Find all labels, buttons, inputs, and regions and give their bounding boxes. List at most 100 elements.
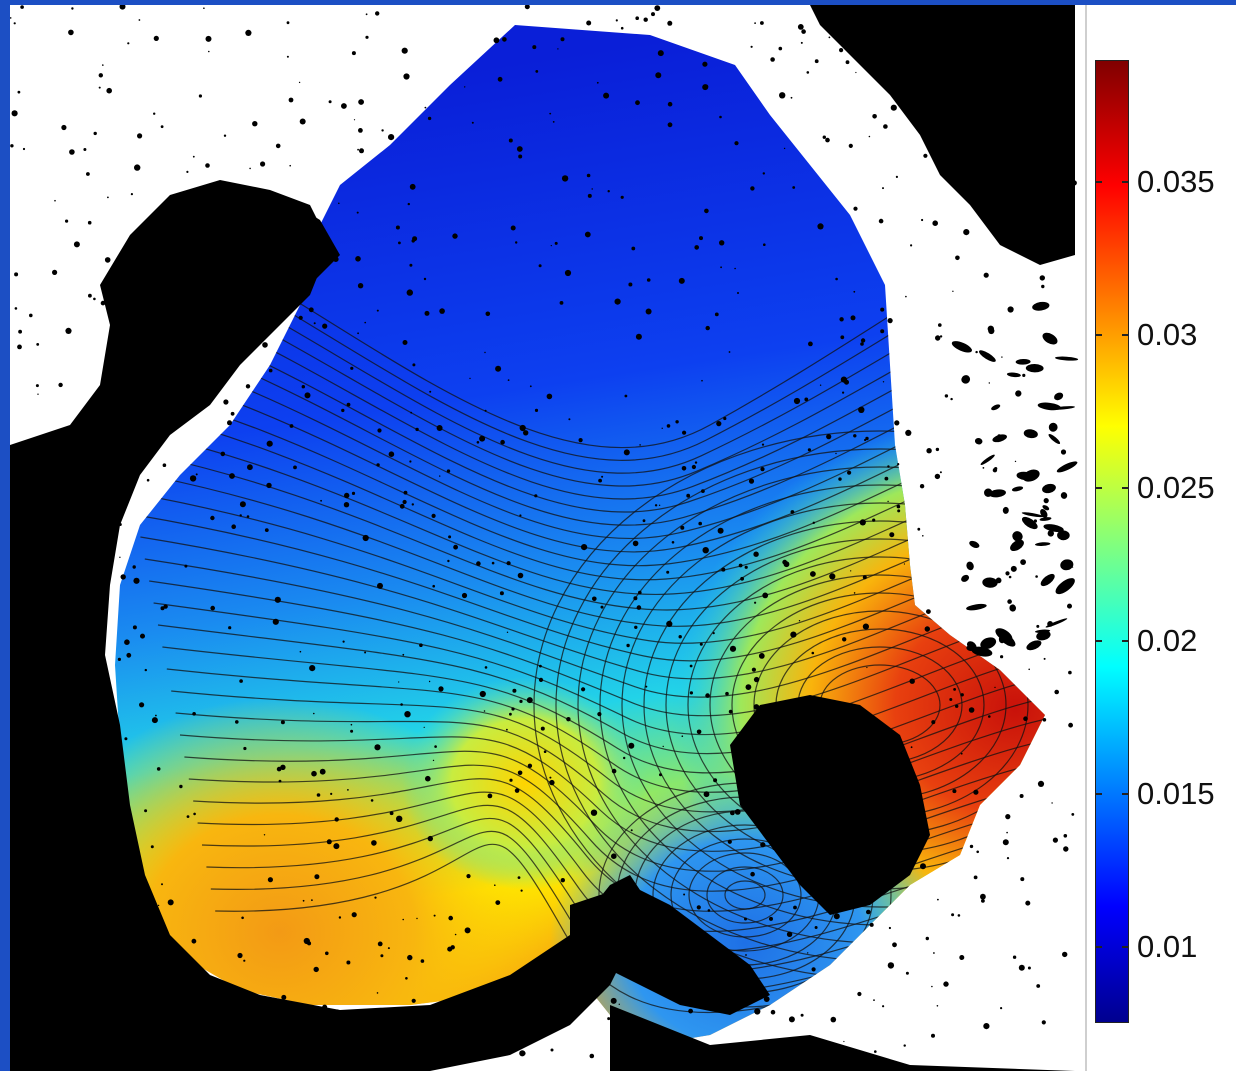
speckle <box>342 1020 344 1023</box>
speckle <box>702 61 708 67</box>
speckle <box>681 735 684 737</box>
speckle <box>635 333 642 340</box>
speckle <box>705 325 710 331</box>
speckle <box>1067 603 1072 609</box>
speckle <box>591 188 593 190</box>
speckle <box>82 420 87 425</box>
speckle <box>484 666 488 669</box>
speckle <box>65 327 72 334</box>
speckle <box>245 384 251 389</box>
speckle <box>814 59 819 64</box>
speckle <box>760 467 765 472</box>
speckle <box>132 565 136 569</box>
speckle <box>137 889 139 891</box>
speckle <box>751 749 754 752</box>
speckle <box>36 343 40 346</box>
speckle <box>624 394 628 398</box>
speckle <box>610 997 617 1004</box>
speckle <box>303 1026 306 1029</box>
speckle <box>1043 524 1064 533</box>
speckle <box>502 37 507 42</box>
speckle <box>307 280 310 283</box>
speckle <box>825 137 830 143</box>
speckle <box>409 183 416 190</box>
speckle <box>69 149 75 155</box>
speckle <box>583 907 588 912</box>
speckle <box>976 850 979 854</box>
speckle <box>484 409 487 412</box>
speckle <box>128 270 134 275</box>
speckle <box>848 143 853 148</box>
speckle <box>54 489 57 492</box>
speckle <box>720 266 722 269</box>
speckle <box>492 1038 499 1045</box>
speckle <box>782 1047 785 1049</box>
speckle <box>984 98 988 103</box>
speckle <box>866 666 868 669</box>
speckle <box>721 952 725 956</box>
speckle <box>163 604 168 609</box>
speckle <box>1011 171 1013 173</box>
speckle <box>402 340 408 345</box>
contour-line <box>184 750 1045 872</box>
speckle <box>511 707 515 711</box>
speckle <box>971 646 993 657</box>
speckle <box>848 880 855 887</box>
speckle <box>447 559 450 563</box>
speckle <box>1043 657 1046 660</box>
colorbar-tick-label: 0.025 <box>1137 470 1215 505</box>
speckle <box>227 1022 229 1025</box>
speckle <box>41 1020 46 1024</box>
speckle <box>104 257 111 263</box>
speckle <box>982 467 985 469</box>
speckle <box>889 532 895 538</box>
speckle <box>1006 372 1021 378</box>
speckle <box>415 427 419 432</box>
speckle <box>600 605 604 609</box>
speckle <box>1014 40 1019 45</box>
speckle <box>347 789 349 791</box>
speckle <box>745 954 747 956</box>
speckle <box>1057 530 1070 541</box>
speckle <box>1043 498 1049 504</box>
speckle <box>1068 722 1073 728</box>
speckle <box>643 17 648 22</box>
speckle <box>195 473 198 476</box>
speckle <box>609 940 615 946</box>
speckle <box>439 308 445 314</box>
speckle <box>988 715 991 718</box>
speckle <box>763 243 766 246</box>
speckle <box>578 438 583 443</box>
speckle <box>1020 559 1026 565</box>
speckle <box>485 311 491 317</box>
speckle <box>59 1047 65 1053</box>
speckle <box>748 478 755 484</box>
speckle <box>193 812 196 816</box>
speckle <box>540 726 545 731</box>
speckle <box>882 381 885 383</box>
speckle <box>362 534 369 542</box>
speckle <box>750 809 755 814</box>
speckle <box>814 703 821 710</box>
speckle <box>1021 516 1038 530</box>
speckle <box>584 231 591 238</box>
speckle <box>973 789 979 795</box>
speckle <box>769 916 773 921</box>
speckle <box>73 877 76 880</box>
speckle <box>667 101 673 107</box>
speckle <box>466 874 471 879</box>
speckle <box>155 714 157 717</box>
speckle <box>328 100 332 104</box>
speckle <box>506 728 508 731</box>
speckle <box>494 884 496 886</box>
speckle <box>581 687 586 692</box>
speckle <box>320 1031 327 1037</box>
speckle <box>191 938 197 944</box>
speckle <box>160 125 164 129</box>
speckle <box>514 788 520 793</box>
speckle <box>702 547 709 554</box>
contour-line <box>157 624 1045 755</box>
speckle <box>176 388 182 394</box>
speckle <box>606 952 612 959</box>
speckle <box>798 811 800 814</box>
